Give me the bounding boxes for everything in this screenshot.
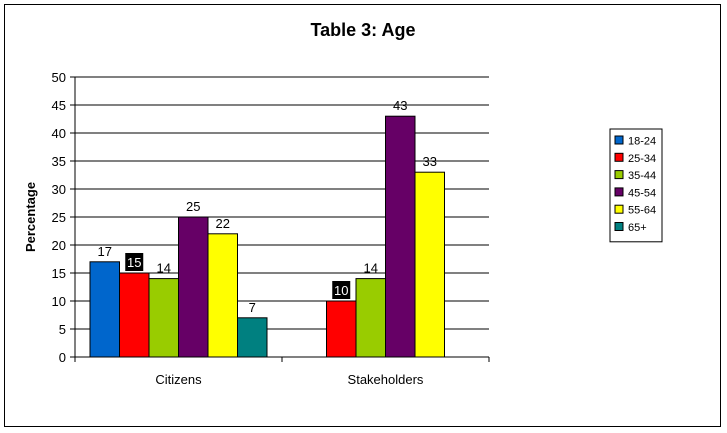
- x-tick-label: Stakeholders: [348, 372, 424, 387]
- x-tick-label: Citizens: [155, 372, 202, 387]
- data-labels: 17 15 14 25 22 7 10 14 43 33: [98, 98, 437, 315]
- y-axis-label: Percentage: [23, 182, 38, 252]
- legend: 18-24 25-34 35-44 45-54 55-64 65+: [609, 128, 663, 243]
- bar: [89, 261, 120, 358]
- data-label: 17: [98, 244, 112, 259]
- bar: [326, 300, 357, 358]
- y-tick-label: 50: [52, 70, 66, 85]
- data-label: 43: [393, 98, 407, 113]
- legend-swatch: [614, 222, 624, 231]
- bars: [89, 115, 445, 358]
- legend-label: 25-34: [628, 153, 656, 165]
- legend-label: 45-54: [628, 187, 656, 199]
- x-tick-labels: Citizens Stakeholders: [155, 372, 424, 387]
- legend-swatch: [614, 135, 624, 145]
- y-tick-label: 5: [59, 322, 66, 337]
- data-label: 10: [334, 283, 348, 298]
- y-tick-label: 10: [52, 294, 66, 309]
- legend-label: 65+: [628, 222, 647, 234]
- y-tick-label: 45: [52, 98, 66, 113]
- chart-title: Table 3: Age: [310, 20, 415, 40]
- legend-label: 55-64: [628, 205, 656, 217]
- y-tick-label: 25: [52, 210, 66, 225]
- bar: [207, 233, 238, 358]
- data-label: 7: [249, 300, 256, 315]
- y-tick-label: 30: [52, 182, 66, 197]
- data-label: 15: [127, 255, 141, 270]
- data-label: 22: [216, 216, 230, 231]
- bar: [414, 171, 445, 358]
- y-tick-label: 15: [52, 266, 66, 281]
- y-tick-label: 35: [52, 154, 66, 169]
- data-label: 25: [186, 199, 200, 214]
- data-label-background: [332, 281, 351, 299]
- y-tick-labels: 0 5 10 15 20 25 30 35 40 45 50: [52, 70, 66, 365]
- bar: [178, 216, 209, 358]
- bar: [385, 115, 416, 358]
- legend-swatch: [614, 187, 624, 197]
- legend-swatch: [614, 152, 624, 162]
- data-label: 14: [364, 261, 378, 276]
- data-label: 33: [423, 154, 437, 169]
- y-tick-label: 40: [52, 126, 66, 141]
- bar: [237, 317, 268, 358]
- legend-swatch: [614, 204, 624, 214]
- data-label: 14: [157, 261, 171, 276]
- legend-swatch: [614, 170, 624, 180]
- bar: [355, 278, 386, 358]
- y-tick-label: 20: [52, 238, 66, 253]
- legend-label: 18-24: [628, 136, 656, 148]
- bar: [119, 272, 150, 358]
- data-label-background: [125, 253, 144, 271]
- y-tick-label: 0: [59, 350, 66, 365]
- bar: [148, 278, 179, 358]
- legend-label: 35-44: [628, 170, 656, 182]
